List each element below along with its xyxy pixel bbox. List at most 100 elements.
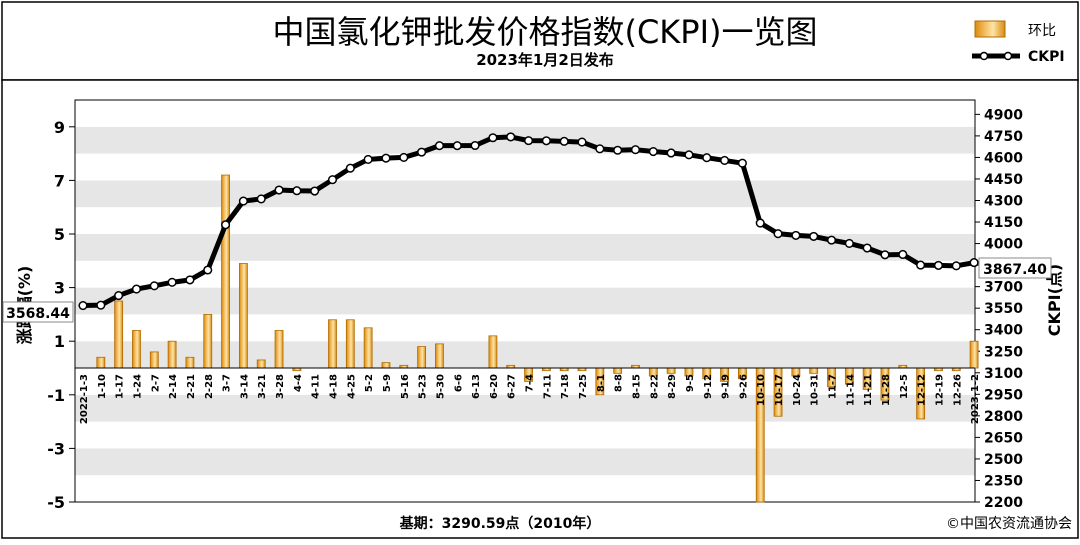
bar — [969, 340, 979, 369]
x-tick-label: 12-12 — [917, 374, 928, 406]
ckpi-point — [791, 230, 801, 240]
header-box — [1, 1, 1079, 81]
ckpi-point — [221, 220, 231, 230]
ckpi-point — [737, 158, 747, 168]
ckpi-point — [720, 155, 730, 165]
right-tick-label: 4750 — [984, 129, 1023, 145]
ckpi-point — [256, 194, 266, 204]
ckpi-start-callout: 3568.44 — [2, 301, 74, 323]
ckpi-point — [951, 261, 961, 271]
left-tick-label: 5 — [54, 225, 65, 244]
plot-bands — [75, 100, 975, 502]
left-tick-label: -1 — [47, 386, 65, 405]
right-tick-label: 3550 — [984, 301, 1023, 317]
x-tick-label: 9-26 — [738, 374, 749, 399]
right-tick-label: 2350 — [984, 473, 1023, 489]
left-axis: -5 -3 -1 1 3 5 7 9 — [47, 100, 76, 512]
ckpi-point — [826, 235, 837, 245]
bar — [132, 330, 141, 369]
ckpi-point — [755, 218, 765, 228]
legend-bar-swatch — [974, 20, 1006, 38]
ckpi-point — [666, 148, 676, 158]
band — [75, 234, 975, 261]
ckpi-end-callout-box — [978, 257, 1052, 279]
ckpi-point — [702, 153, 712, 163]
x-tick-label: 8-8 — [614, 374, 625, 392]
ckpi-point — [434, 141, 444, 151]
right-tick-label: 4450 — [984, 172, 1023, 188]
ckpi-start-callout-box — [2, 301, 74, 323]
x-tick-label: 2022-1-3 — [79, 374, 90, 424]
ckpi-point — [916, 260, 926, 270]
ckpi-line-series — [78, 132, 979, 311]
x-tick-label: 7-4 — [525, 374, 536, 392]
bar — [613, 367, 623, 374]
x-tick-label: 10-31 — [810, 374, 821, 406]
ckpi-point — [381, 153, 391, 163]
x-tick-label: 3-28 — [275, 374, 286, 399]
right-tick-label: 2200 — [984, 495, 1023, 511]
band — [75, 394, 975, 422]
right-tick-label: 2650 — [984, 430, 1023, 446]
left-tick-label: 1 — [54, 332, 65, 351]
x-tick-label: 9-5 — [685, 374, 696, 392]
right-tick-label: 2800 — [984, 409, 1023, 425]
ckpi-point — [327, 175, 338, 185]
bar — [96, 356, 106, 369]
ckpi-end-value: 3867.40 — [983, 262, 1047, 278]
bar — [203, 313, 213, 369]
x-tick-label: 7-11 — [542, 374, 553, 399]
ckpi-point — [310, 186, 320, 196]
ckpi-point — [78, 300, 88, 311]
x-tick-label: 8-29 — [667, 374, 678, 399]
x-tick-label: 5-30 — [435, 374, 446, 399]
x-tick-label: 4-4 — [293, 374, 304, 392]
x-tick-label: 11-21 — [863, 374, 874, 406]
x-tick-label: 10-24 — [792, 374, 803, 406]
x-tick-label: 7-25 — [578, 374, 589, 399]
bar — [185, 356, 195, 369]
left-tick-label: -5 — [47, 493, 65, 512]
legend-line-marker-right — [1003, 51, 1013, 61]
band — [75, 100, 975, 127]
x-tick-label: 11-7 — [828, 374, 839, 399]
ckpi-point — [452, 141, 462, 151]
x-tick-label: 11-14 — [845, 374, 856, 406]
x-tick-label: 3-14 — [239, 374, 250, 399]
ckpi-point — [506, 132, 516, 142]
ckpi-point — [541, 136, 551, 146]
ckpi-end-callout: 3867.40 — [978, 257, 1052, 279]
right-axis: 2200 2350 2500 2650 2800 2950 3100 3250 3400 3550… — [974, 100, 1023, 511]
ckpi-point — [880, 250, 890, 260]
left-tick-label: 3 — [54, 279, 65, 298]
ckpi-point — [399, 152, 409, 162]
x-tick-label: 2023-1-2 — [970, 374, 981, 424]
legend-line-marker-left — [979, 51, 989, 61]
bar — [363, 327, 373, 369]
left-tick-label: 9 — [54, 118, 65, 137]
ckpi-point — [417, 147, 427, 157]
legend-bar-label: 环比 — [1028, 23, 1056, 39]
x-tick-label: 10-10 — [756, 374, 767, 406]
bar — [274, 330, 284, 369]
bar — [167, 340, 177, 369]
right-tick-label: 3100 — [984, 366, 1023, 382]
bar — [435, 343, 444, 369]
band — [75, 153, 975, 181]
bar — [221, 174, 230, 369]
x-tick-label: 6-13 — [471, 374, 482, 399]
chart-subtitle: 2023年1月2日发布 — [476, 51, 614, 69]
ckpi-point — [648, 146, 658, 157]
x-tick-label: 2-7 — [150, 374, 161, 392]
x-tick-label: 11-28 — [881, 374, 892, 406]
right-tick-label: 4000 — [984, 237, 1023, 253]
ckpi-point — [470, 140, 480, 151]
x-tick-label: 9-19 — [721, 374, 732, 399]
right-tick-label: 2500 — [984, 452, 1023, 468]
x-tick-label: 12-26 — [952, 374, 963, 406]
ckpi-point — [809, 231, 819, 241]
ckpi-point — [595, 144, 605, 154]
x-tick-label: 8-22 — [649, 374, 660, 399]
footer-base-period: 基期：3290.59点（2010年） — [400, 515, 601, 532]
x-tick-label: 5-9 — [382, 374, 393, 392]
